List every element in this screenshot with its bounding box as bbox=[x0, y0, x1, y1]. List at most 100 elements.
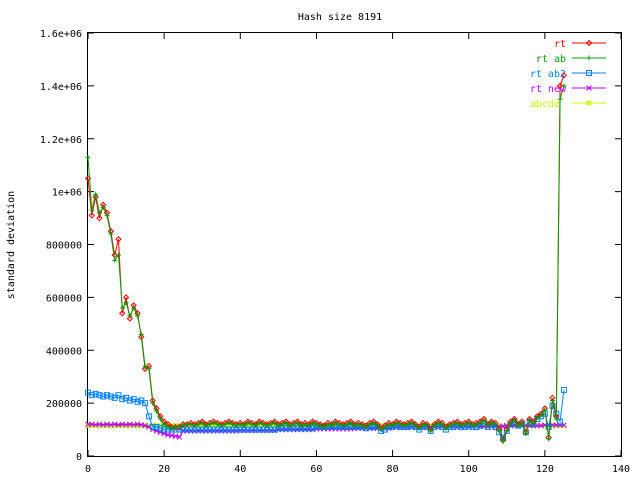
data-point bbox=[538, 412, 544, 418]
data-point bbox=[332, 420, 338, 426]
data-point bbox=[142, 363, 148, 369]
data-point bbox=[225, 426, 232, 433]
data-point bbox=[549, 397, 555, 403]
data-point bbox=[530, 420, 536, 426]
data-point bbox=[321, 424, 327, 430]
data-point bbox=[150, 400, 156, 406]
data-point bbox=[115, 252, 121, 258]
data-point bbox=[145, 413, 152, 420]
legend-label: rt bbox=[554, 39, 566, 50]
data-point bbox=[473, 421, 479, 427]
data-point bbox=[363, 424, 369, 430]
data-point bbox=[470, 423, 476, 429]
data-point bbox=[462, 421, 468, 427]
chart-title: Hash size 8191 bbox=[298, 12, 382, 23]
data-point bbox=[545, 423, 552, 430]
data-point bbox=[245, 420, 251, 426]
data-point bbox=[298, 423, 304, 429]
data-point bbox=[401, 423, 407, 429]
data-point bbox=[199, 426, 206, 433]
data-point bbox=[100, 393, 107, 400]
data-point bbox=[336, 421, 342, 427]
x-tick-label: 80 bbox=[387, 464, 399, 475]
data-point bbox=[560, 72, 568, 79]
legend-marker bbox=[586, 85, 592, 91]
data-point bbox=[187, 426, 194, 433]
data-point bbox=[214, 421, 220, 427]
data-point bbox=[134, 398, 141, 405]
data-point bbox=[291, 421, 297, 427]
data-point bbox=[386, 421, 392, 427]
data-point bbox=[264, 423, 270, 429]
data-point bbox=[260, 421, 266, 427]
data-point bbox=[226, 420, 232, 426]
data-point bbox=[374, 423, 380, 429]
data-point bbox=[515, 423, 521, 429]
data-point bbox=[92, 193, 99, 201]
series-layer bbox=[84, 72, 568, 444]
data-point bbox=[500, 438, 506, 444]
data-point bbox=[134, 313, 140, 319]
data-point bbox=[428, 428, 434, 434]
data-point bbox=[96, 392, 103, 399]
data-point bbox=[119, 310, 126, 317]
y-tick-label: 1.4e+06 bbox=[40, 82, 82, 93]
data-point bbox=[489, 420, 495, 426]
data-point bbox=[176, 434, 183, 440]
data-point bbox=[207, 421, 213, 427]
data-point bbox=[390, 423, 396, 429]
data-point bbox=[560, 386, 567, 393]
x-tick-label: 20 bbox=[158, 464, 170, 475]
data-point bbox=[450, 421, 456, 427]
legend-label: rt new bbox=[530, 84, 567, 95]
data-point bbox=[397, 421, 403, 427]
data-point bbox=[439, 421, 445, 427]
data-point bbox=[88, 392, 95, 399]
data-point bbox=[405, 421, 411, 427]
x-tick-label: 120 bbox=[536, 464, 554, 475]
data-point bbox=[161, 426, 168, 433]
data-point bbox=[272, 420, 278, 426]
data-point bbox=[149, 423, 156, 430]
data-point bbox=[561, 83, 567, 89]
data-point bbox=[477, 420, 483, 426]
data-point bbox=[141, 365, 149, 372]
data-point bbox=[157, 416, 163, 422]
data-point bbox=[302, 421, 308, 427]
data-point bbox=[534, 415, 540, 421]
data-point bbox=[127, 313, 133, 319]
series-line bbox=[87, 75, 565, 442]
data-point bbox=[203, 423, 209, 429]
data-point bbox=[188, 421, 194, 427]
data-point bbox=[115, 236, 122, 243]
data-point bbox=[279, 421, 285, 427]
data-point bbox=[126, 397, 133, 404]
data-point bbox=[344, 421, 350, 427]
data-point bbox=[206, 426, 213, 433]
data-point bbox=[317, 423, 323, 429]
data-point bbox=[180, 423, 186, 429]
data-point bbox=[294, 420, 300, 426]
series-1 bbox=[85, 83, 567, 444]
data-point bbox=[126, 315, 134, 322]
data-point bbox=[165, 424, 171, 430]
data-point bbox=[119, 305, 125, 311]
data-point bbox=[485, 423, 491, 429]
data-point bbox=[222, 421, 228, 427]
x-tick-label: 100 bbox=[460, 464, 478, 475]
data-point bbox=[313, 421, 319, 427]
data-point bbox=[454, 420, 460, 426]
data-point bbox=[412, 423, 418, 429]
data-point bbox=[306, 423, 312, 429]
data-point bbox=[211, 420, 217, 426]
data-point bbox=[359, 423, 365, 429]
data-point bbox=[122, 294, 130, 301]
x-tick-label: 40 bbox=[234, 464, 246, 475]
plot-frame bbox=[87, 32, 622, 457]
legend: rt rt ab rt ab2 rt new abcde bbox=[530, 39, 606, 110]
data-point bbox=[557, 96, 563, 102]
data-point bbox=[142, 400, 149, 407]
data-point bbox=[253, 423, 259, 429]
data-point bbox=[519, 420, 525, 426]
data-point bbox=[275, 423, 281, 429]
